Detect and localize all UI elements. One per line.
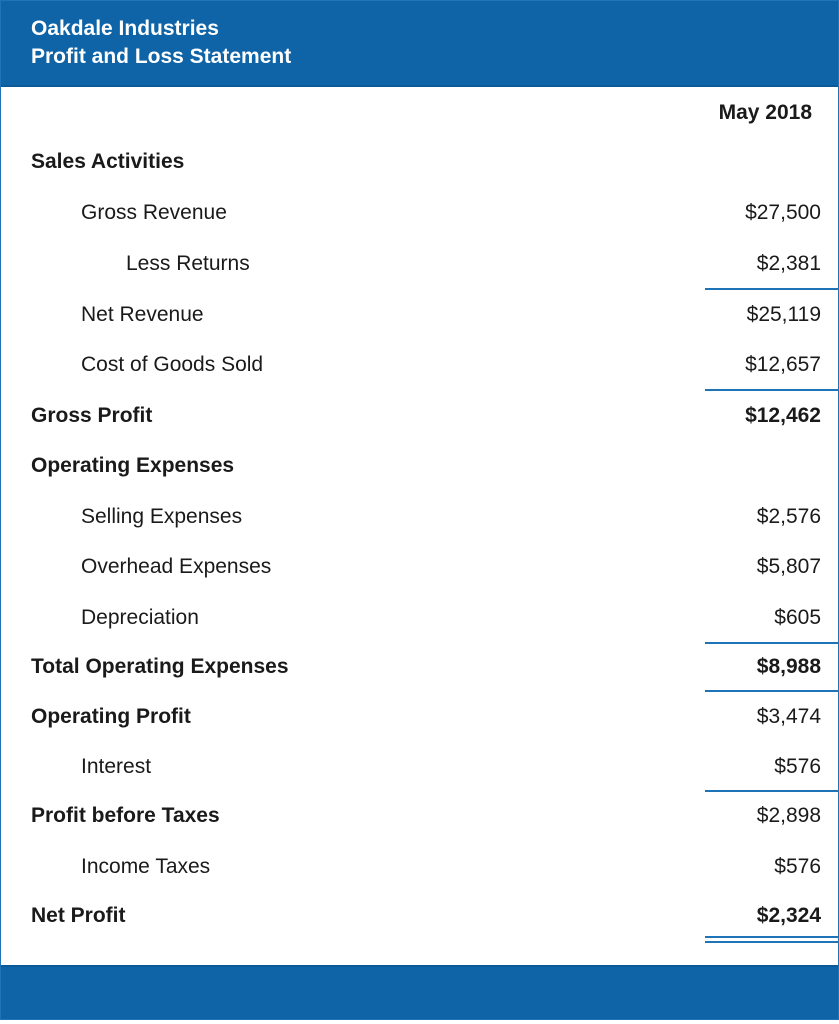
- row-value: $8,988: [756, 655, 821, 678]
- subtotal-rule: [705, 690, 839, 692]
- line-item-row-interest: Interest $576: [1, 755, 838, 785]
- line-item-row-selling-expenses: Selling Expenses $2,576: [1, 505, 838, 535]
- double-rule-top: [705, 936, 839, 938]
- period-column-header: May 2018: [718, 101, 812, 124]
- row-label: Gross Revenue: [81, 201, 227, 224]
- line-item-row-net-revenue: Net Revenue $25,119: [1, 303, 838, 333]
- row-label: Gross Profit: [31, 404, 153, 427]
- statement-header: Oakdale Industries Profit and Loss State…: [1, 1, 838, 87]
- row-value: $576: [774, 755, 821, 778]
- company-name: Oakdale Industries: [31, 17, 219, 40]
- row-label: Profit before Taxes: [31, 804, 220, 827]
- row-label: Total Operating Expenses: [31, 655, 289, 678]
- row-label: Less Returns: [126, 252, 250, 275]
- total-row-net-profit: Net Profit $2,324: [1, 904, 838, 934]
- subtotal-rule: [705, 790, 839, 792]
- row-value: $3,474: [756, 705, 821, 728]
- row-value: $5,807: [756, 555, 821, 578]
- double-rule-bottom: [705, 941, 839, 943]
- line-item-row-cost-of-goods-sold: Cost of Goods Sold $12,657: [1, 353, 838, 383]
- row-label: Depreciation: [81, 606, 199, 629]
- row-label: Operating Profit: [31, 705, 191, 728]
- row-label: Selling Expenses: [81, 505, 243, 528]
- subtotal-rule: [705, 389, 839, 391]
- row-value: $605: [774, 606, 821, 629]
- row-value: $2,576: [756, 505, 821, 528]
- row-label: Interest: [81, 755, 152, 778]
- line-item-row-less-returns: Less Returns $2,381: [1, 252, 838, 282]
- row-value: $2,898: [756, 804, 821, 827]
- row-label: Overhead Expenses: [81, 555, 272, 578]
- subtotal-rule: [705, 642, 839, 644]
- row-value: $2,381: [756, 252, 821, 275]
- row-label: Net Profit: [31, 904, 126, 927]
- row-label: Cost of Goods Sold: [81, 353, 264, 376]
- row-value: $12,657: [745, 353, 821, 376]
- row-value: $12,462: [745, 404, 821, 427]
- section-row-operating-expenses: Operating Expenses: [1, 454, 838, 484]
- row-label: Operating Expenses: [31, 454, 235, 477]
- line-item-row-overhead-expenses: Overhead Expenses $5,807: [1, 555, 838, 585]
- row-value: $576: [774, 855, 821, 878]
- line-item-row-gross-revenue: Gross Revenue $27,500: [1, 201, 838, 231]
- row-value: $2,324: [756, 904, 821, 927]
- line-item-row-income-taxes: Income Taxes $576: [1, 855, 838, 885]
- statement-title: Profit and Loss Statement: [31, 45, 292, 68]
- subtotal-rule: [705, 288, 839, 290]
- total-row-gross-profit: Gross Profit $12,462: [1, 404, 838, 434]
- row-value: $25,119: [746, 303, 821, 326]
- line-item-row-depreciation: Depreciation $605: [1, 606, 838, 636]
- row-label: Sales Activities: [31, 150, 185, 173]
- row-label: Income Taxes: [81, 855, 211, 878]
- total-row-operating-profit: Operating Profit $3,474: [1, 705, 838, 735]
- section-row-sales-activities: Sales Activities: [1, 150, 838, 180]
- total-row-total-operating-expenses: Total Operating Expenses $8,988: [1, 655, 838, 685]
- statement-footer: [1, 965, 838, 1019]
- row-label: Net Revenue: [81, 303, 204, 326]
- total-row-profit-before-taxes: Profit before Taxes $2,898: [1, 804, 838, 834]
- row-value: $27,500: [745, 201, 821, 224]
